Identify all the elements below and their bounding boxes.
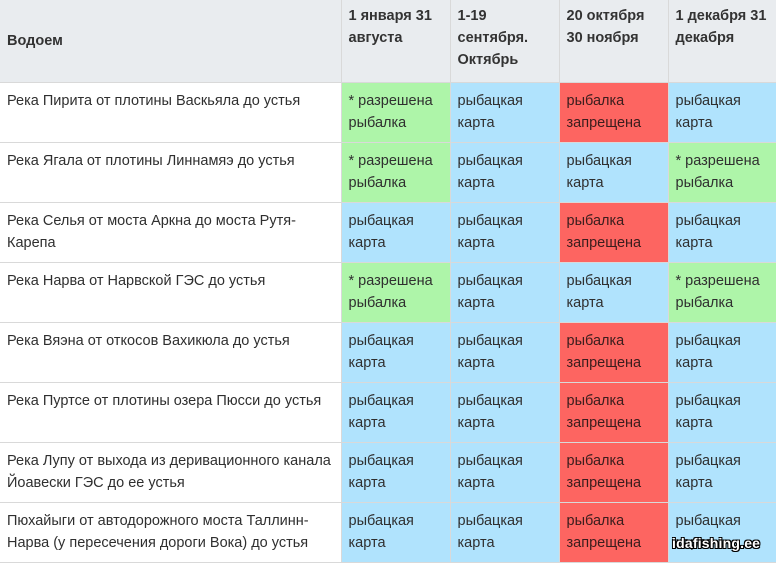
waterbody-name: Река Ягала от плотины Линнамяэ до устья — [0, 142, 342, 203]
status-cell: рыбацкая карта — [341, 202, 451, 263]
status-cell: * разрешена рыбалка — [668, 262, 776, 323]
status-cell: рыбалка запрещена — [559, 82, 669, 143]
waterbody-name: Река Пирита от плотины Васкьяла до устья — [0, 82, 342, 143]
status-cell: рыбацкая карта — [450, 82, 560, 143]
status-cell: рыбацкая карта — [341, 502, 451, 563]
status-cell: * разрешена рыбалка — [341, 142, 451, 203]
status-cell: * разрешена рыбалка — [341, 262, 451, 323]
status-cell: рыбацкая карта — [450, 442, 560, 503]
table-row: Река Нарва от Нарвской ГЭС до устья * ра… — [0, 262, 776, 323]
status-cell: рыбалка запрещена — [559, 502, 669, 563]
status-cell: рыбацкая карта — [450, 142, 560, 203]
table-row: Пюхайыги от автодорожного моста Таллинн-… — [0, 502, 776, 563]
status-cell: * разрешена рыбалка — [668, 142, 776, 203]
status-cell: рыбацкая карта — [668, 382, 776, 443]
waterbody-name: Река Пуртсе от плотины озера Пюсси до ус… — [0, 382, 342, 443]
column-header-period-1: 1 января 31 августа — [341, 0, 451, 83]
status-cell: рыбацкая карта — [450, 502, 560, 563]
table-row: Река Пирита от плотины Васкьяла до устья… — [0, 82, 776, 143]
table-header-row: Водоем 1 января 31 августа 1-19 сентября… — [0, 0, 776, 83]
column-header-period-4: 1 декабря 31 декабря — [668, 0, 776, 83]
status-cell: рыбацкая карта — [341, 382, 451, 443]
status-cell: рыбацкая карта — [668, 442, 776, 503]
status-cell: рыбацкая карта — [559, 142, 669, 203]
table-row: Река Лупу от выхода из деривационного ка… — [0, 442, 776, 503]
column-header-period-2: 1-19 сентября. Октябрь — [450, 0, 560, 83]
status-cell: рыбацкая карта — [668, 322, 776, 383]
status-cell: рыбацкая карта — [668, 82, 776, 143]
status-cell: рыбацкая карта — [668, 202, 776, 263]
status-cell: рыбацкая карта — [450, 202, 560, 263]
status-cell: * разрешена рыбалка — [341, 82, 451, 143]
status-cell: рыбацкая карта — [450, 382, 560, 443]
status-cell: рыбацкая карта — [450, 262, 560, 323]
status-cell: рыбацкая карта — [668, 502, 776, 563]
status-cell: рыбалка запрещена — [559, 442, 669, 503]
table-row: Река Вяэна от откосов Вахикюла до устья … — [0, 322, 776, 383]
column-header-waterbody: Водоем — [0, 0, 342, 83]
status-cell: рыбацкая карта — [341, 442, 451, 503]
waterbody-name: Пюхайыги от автодорожного моста Таллинн-… — [0, 502, 342, 563]
status-cell: рыбалка запрещена — [559, 202, 669, 263]
watermark: idafishing.ee — [672, 535, 761, 551]
table-row: Река Пуртсе от плотины озера Пюсси до ус… — [0, 382, 776, 443]
status-cell: рыбацкая карта — [450, 322, 560, 383]
waterbody-name: Река Лупу от выхода из деривационного ка… — [0, 442, 342, 503]
table-row: Река Селья от моста Аркна до моста Рутя-… — [0, 202, 776, 263]
status-cell: рыбалка запрещена — [559, 322, 669, 383]
table-row: Река Ягала от плотины Линнамяэ до устья … — [0, 142, 776, 203]
status-cell: рыбацкая карта — [559, 262, 669, 323]
status-cell: рыбалка запрещена — [559, 382, 669, 443]
waterbody-name: Река Вяэна от откосов Вахикюла до устья — [0, 322, 342, 383]
waterbody-name: Река Селья от моста Аркна до моста Рутя-… — [0, 202, 342, 263]
waterbody-name: Река Нарва от Нарвской ГЭС до устья — [0, 262, 342, 323]
column-header-period-3: 20 октября 30 ноября — [559, 0, 669, 83]
status-cell: рыбацкая карта — [341, 322, 451, 383]
